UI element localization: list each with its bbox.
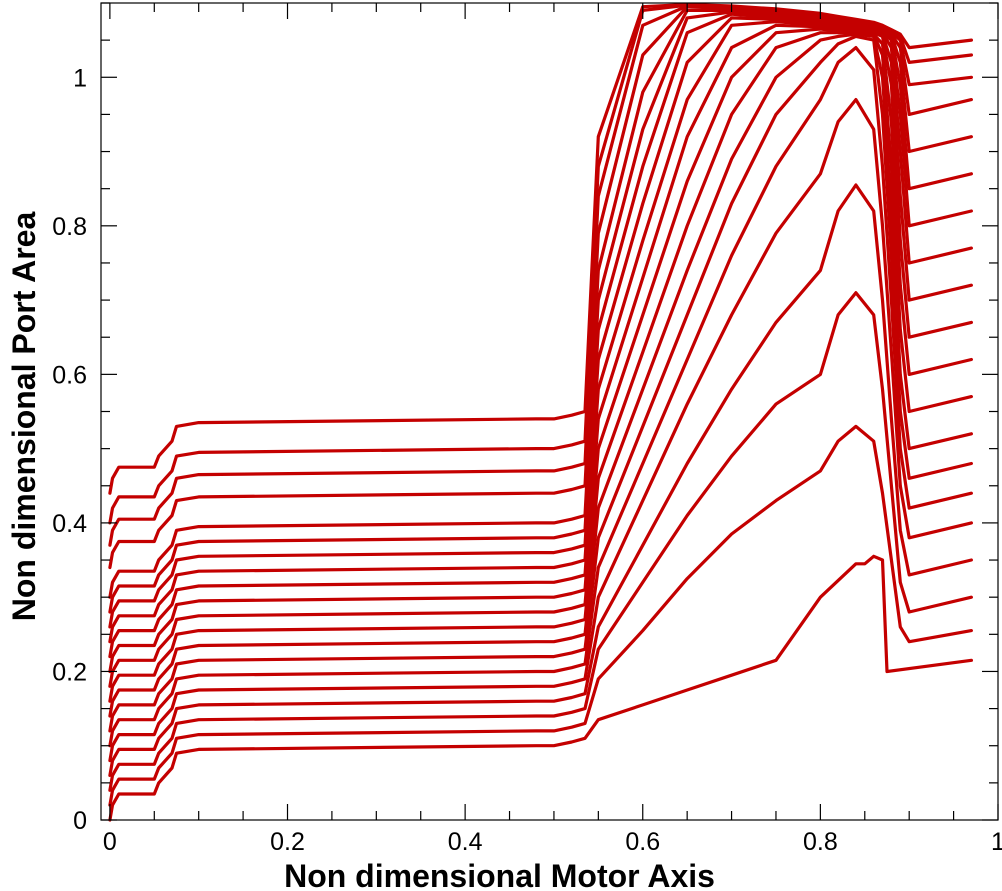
series-line-18	[108, 4, 974, 547]
y-tick-label: 0	[73, 807, 87, 835]
x-tick-label: 1	[991, 828, 1002, 856]
x-tick-label: 0.8	[803, 828, 838, 856]
y-tick-label: 1	[73, 64, 87, 92]
y-tick-label: 0.4	[52, 510, 87, 538]
series-line-6	[108, 45, 974, 748]
series-line-5	[108, 97, 974, 763]
series-line-1	[108, 554, 974, 822]
series-line-20	[108, 2, 974, 495]
series-line-11	[108, 23, 974, 674]
axis-ticks	[101, 2, 999, 821]
x-tick-label: 0.6	[625, 828, 660, 856]
series-line-3	[108, 291, 974, 792]
series-lines	[108, 2, 974, 822]
series-line-7	[108, 34, 974, 733]
tick-labels: 0 0.2 0.4 0.6 0.8 1 0 0.2 0.4 0.6 0.8 1	[52, 64, 1002, 856]
y-tick-label: 0.6	[52, 361, 87, 389]
x-tick-label: 0.2	[270, 828, 305, 856]
plot-frame	[100, 2, 999, 821]
series-line-9	[108, 31, 974, 703]
x-axis-title: Non dimensional Motor Axis	[284, 858, 715, 891]
series-line-4	[108, 183, 974, 778]
y-axis-title: Non dimensional Port Area	[6, 212, 42, 622]
y-tick-label: 0.2	[52, 658, 87, 686]
series-line-19	[108, 3, 974, 525]
series-line-16	[108, 8, 974, 599]
x-tick-label: 0	[103, 828, 117, 856]
series-line-8	[108, 32, 974, 718]
series-line-17	[108, 5, 974, 570]
y-tick-label: 0.8	[52, 213, 87, 241]
series-line-13	[108, 16, 974, 644]
series-line-2	[108, 424, 974, 807]
series-line-10	[108, 27, 974, 688]
series-line-14	[108, 12, 974, 629]
x-tick-label: 0.4	[448, 828, 483, 856]
